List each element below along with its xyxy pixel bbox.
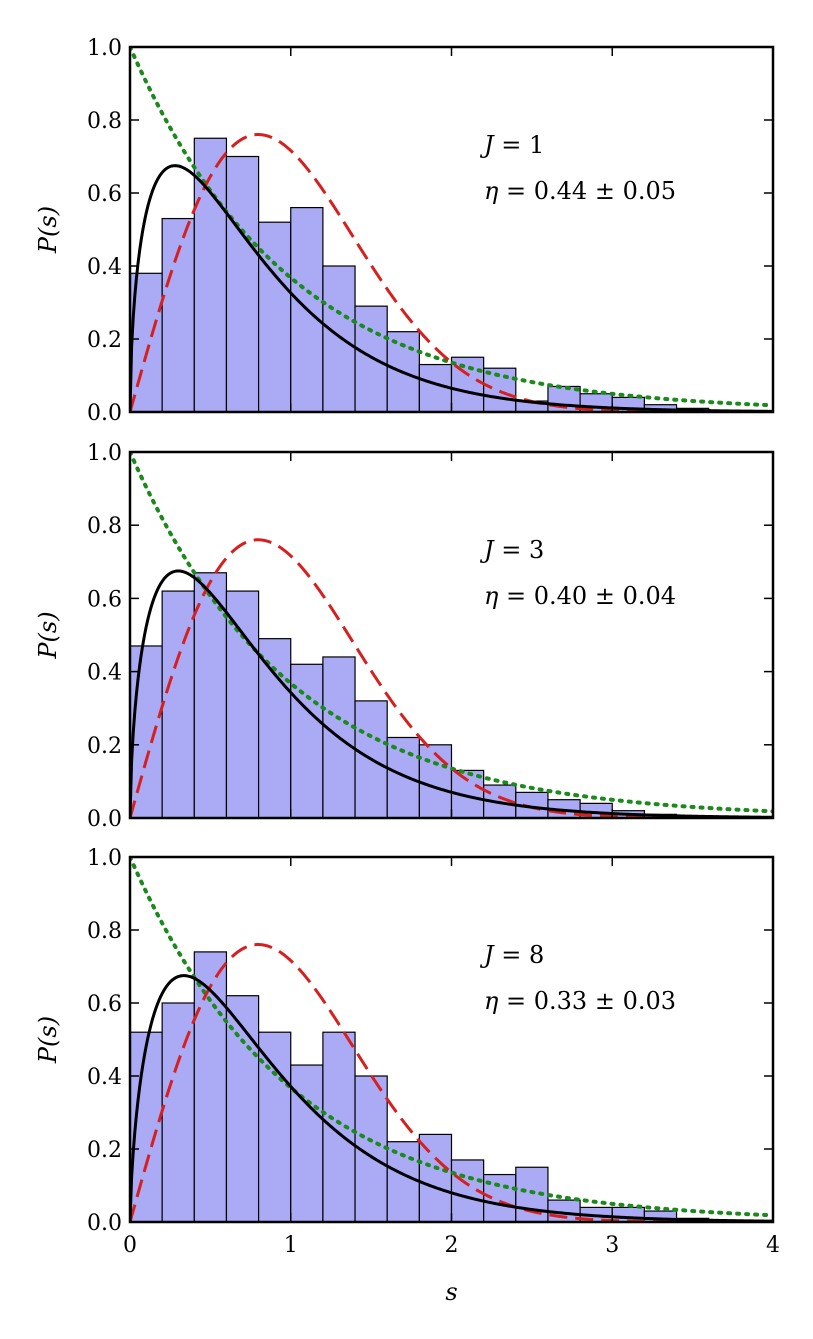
y-tick-label: 0.0 <box>87 1211 122 1236</box>
x-tick-label: 3 <box>605 1233 619 1258</box>
annotation-value: = 0.44 ± 0.05 <box>498 177 676 205</box>
y-axis-label: P(s) <box>34 611 62 659</box>
annotation-value: = 3 <box>494 536 545 564</box>
y-tick-label: 0.8 <box>87 919 122 944</box>
y-tick-label: 0.4 <box>87 255 122 280</box>
panel-1: 0.0 0.2 0.4 0.6 0.8 1.0 P(s) J = 1 η = 0.44 ± 0.… <box>34 36 775 426</box>
histogram-bar <box>322 265 356 413</box>
x-axis-label: s <box>445 1278 457 1306</box>
x-tick-label: 4 <box>766 1233 780 1258</box>
histogram-bar <box>258 638 292 819</box>
histogram-bars <box>129 951 710 1223</box>
histogram-bar <box>418 363 453 413</box>
y-tick-label: 0.4 <box>87 1065 122 1090</box>
annotation: η = 0.44 ± 0.05 <box>484 177 676 205</box>
y-tick-label: 0.0 <box>87 401 122 426</box>
histogram-bar <box>193 951 228 1223</box>
y-tick-label: 1.0 <box>87 441 122 466</box>
y-tick-label: 0.2 <box>87 734 122 759</box>
y-axis-label: P(s) <box>34 206 62 254</box>
histogram-bar <box>193 572 228 819</box>
annotation-value: = 8 <box>494 941 545 969</box>
poisson-curve <box>130 857 773 1218</box>
y-tick-label: 0.8 <box>87 109 122 134</box>
panel-3: 0.0 0.2 0.4 0.6 0.8 1.0 0 1 2 3 4 P(s) J = 8 η = 0.33… <box>34 846 780 1306</box>
annotation-value: = 0.33 ± 0.03 <box>498 987 676 1015</box>
histogram-bar <box>225 995 260 1223</box>
x-tick-label: 2 <box>445 1233 459 1258</box>
y-tick-label: 0.8 <box>87 514 122 539</box>
y-axis-label: P(s) <box>34 1016 62 1064</box>
annotation-symbol: J <box>479 941 495 969</box>
fit-curve <box>130 569 773 818</box>
histogram-bar <box>193 137 228 413</box>
histogram-bar <box>322 1031 356 1223</box>
fit-curve <box>130 974 773 1222</box>
y-tick-label: 0.6 <box>87 587 122 612</box>
y-tick-label: 0.4 <box>87 661 122 686</box>
histogram-bar <box>129 645 163 819</box>
x-tick-label: 0 <box>123 1233 137 1258</box>
histogram-bar <box>258 1031 292 1223</box>
poisson-curve <box>130 47 773 408</box>
annotation: J = 1 <box>479 131 544 159</box>
poisson-curve <box>130 452 773 814</box>
annotation-value: = 1 <box>494 131 545 159</box>
y-tick-label: 0.0 <box>87 807 122 832</box>
annotation-symbol: η <box>484 582 499 610</box>
annotation-symbol: J <box>479 536 495 564</box>
annotation-symbol: J <box>479 131 495 159</box>
y-tick-label: 1.0 <box>87 36 122 61</box>
annotation: J = 8 <box>479 941 544 969</box>
histogram-bar <box>161 1002 195 1223</box>
histogram-bar <box>290 1064 324 1223</box>
histogram-bar <box>161 590 195 819</box>
y-tick-label: 0.6 <box>87 992 122 1017</box>
y-tick-label: 1.0 <box>87 846 122 871</box>
histogram-bar <box>354 305 388 413</box>
y-tick-label: 0.2 <box>87 328 122 353</box>
y-tick-label: 0.6 <box>87 182 122 207</box>
histogram-bars <box>129 137 710 413</box>
annotation: J = 3 <box>479 536 544 564</box>
histogram-bar <box>418 744 453 819</box>
histogram-bar <box>225 590 260 819</box>
annotation-symbol: η <box>484 987 499 1015</box>
fit-curve <box>130 164 773 412</box>
y-tick-label: 0.2 <box>87 1138 122 1163</box>
annotation: η = 0.40 ± 0.04 <box>484 582 676 610</box>
x-tick-label: 1 <box>284 1233 298 1258</box>
histogram-bar <box>225 155 260 413</box>
annotation-value: = 0.40 ± 0.04 <box>498 582 676 610</box>
panel-2: 0.0 0.2 0.4 0.6 0.8 1.0 P(s) J = 3 η = 0.40 ± 0.… <box>34 441 775 832</box>
annotation-symbol: η <box>484 177 499 205</box>
annotation: η = 0.33 ± 0.03 <box>484 987 676 1015</box>
